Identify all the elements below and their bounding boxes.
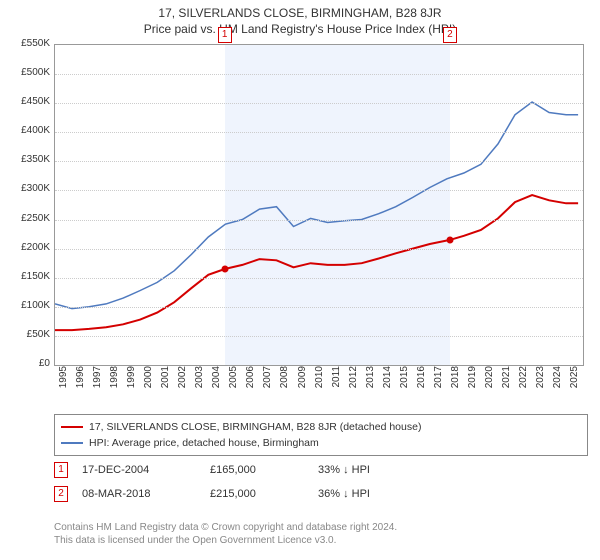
gridline: [55, 103, 583, 104]
x-tick-label: 2021: [501, 366, 512, 396]
x-tick-label: 2008: [279, 366, 290, 396]
x-tick-label: 2014: [382, 366, 393, 396]
x-tick-label: 2022: [518, 366, 529, 396]
x-tick-label: 1999: [126, 366, 137, 396]
x-tick-label: 2024: [552, 366, 563, 396]
page-subtitle: Price paid vs. HM Land Registry's House …: [0, 20, 600, 36]
x-tick-label: 1995: [58, 366, 69, 396]
sale-marker-dot: [446, 236, 453, 243]
x-tick-label: 2000: [143, 366, 154, 396]
y-tick-label: £200K: [0, 242, 50, 253]
x-tick-label: 2006: [245, 366, 256, 396]
chart: 12 £0 £50K £100K £150K £200K £250K £300K £350K £…: [0, 44, 600, 404]
gridline: [55, 249, 583, 250]
x-tick-label: 1996: [75, 366, 86, 396]
gridline: [55, 307, 583, 308]
x-tick-label: 2009: [297, 366, 308, 396]
legend-swatch: [61, 442, 83, 444]
gridline: [55, 132, 583, 133]
x-tick-label: 2005: [228, 366, 239, 396]
x-tick-label: 2001: [160, 366, 171, 396]
x-tick-label: 2011: [331, 366, 342, 396]
y-tick-label: £500K: [0, 67, 50, 78]
x-tick-label: 2015: [399, 366, 410, 396]
legend-item: 17, SILVERLANDS CLOSE, BIRMINGHAM, B28 8…: [61, 419, 581, 435]
sale-row-marker: 1: [54, 462, 68, 478]
legend-item: HPI: Average price, detached house, Birm…: [61, 435, 581, 451]
x-tick-label: 2012: [348, 366, 359, 396]
legend-swatch: [61, 426, 83, 428]
sale-row-marker: 2: [54, 486, 68, 502]
x-tick-label: 2025: [569, 366, 580, 396]
footer: Contains HM Land Registry data © Crown c…: [54, 522, 574, 547]
x-tick-label: 1998: [109, 366, 120, 396]
footer-line-2: This data is licensed under the Open Gov…: [54, 535, 574, 548]
x-tick-label: 2019: [467, 366, 478, 396]
x-tick-label: 2002: [177, 366, 188, 396]
page-title: 17, SILVERLANDS CLOSE, BIRMINGHAM, B28 8…: [0, 0, 600, 20]
gridline: [55, 278, 583, 279]
x-tick-label: 2004: [211, 366, 222, 396]
y-tick-label: £50K: [0, 329, 50, 340]
chart-lines: [55, 45, 583, 365]
x-tick-label: 2013: [365, 366, 376, 396]
x-tick-label: 2018: [450, 366, 461, 396]
y-tick-label: £550K: [0, 38, 50, 49]
y-tick-label: £350K: [0, 154, 50, 165]
legend-label: 17, SILVERLANDS CLOSE, BIRMINGHAM, B28 8…: [89, 421, 421, 433]
plot-area: 12: [54, 44, 584, 366]
legend: 17, SILVERLANDS CLOSE, BIRMINGHAM, B28 8…: [54, 414, 588, 456]
sale-marker-box: 2: [443, 27, 457, 43]
x-tick-label: 2017: [433, 366, 444, 396]
sale-price: £165,000: [210, 464, 318, 476]
x-tick-label: 2007: [262, 366, 273, 396]
legend-label: HPI: Average price, detached house, Birm…: [89, 437, 319, 449]
x-tick-label: 2016: [416, 366, 427, 396]
sale-row: 1 17-DEC-2004£165,00033% ↓ HPI: [54, 462, 574, 478]
y-tick-label: £400K: [0, 125, 50, 136]
y-tick-label: £100K: [0, 300, 50, 311]
x-tick-label: 2003: [194, 366, 205, 396]
sale-diff: 36% ↓ HPI: [318, 488, 446, 500]
sale-price: £215,000: [210, 488, 318, 500]
footer-line-1: Contains HM Land Registry data © Crown c…: [54, 522, 574, 535]
x-tick-label: 2010: [314, 366, 325, 396]
y-tick-label: £0: [0, 358, 50, 369]
sale-diff: 33% ↓ HPI: [318, 464, 446, 476]
gridline: [55, 190, 583, 191]
gridline: [55, 220, 583, 221]
gridline: [55, 74, 583, 75]
x-tick-label: 2020: [484, 366, 495, 396]
y-tick-label: £300K: [0, 183, 50, 194]
sale-marker-box: 1: [218, 27, 232, 43]
y-tick-label: £150K: [0, 271, 50, 282]
sale-date: 17-DEC-2004: [82, 464, 210, 476]
gridline: [55, 336, 583, 337]
x-tick-label: 1997: [92, 366, 103, 396]
y-tick-label: £450K: [0, 96, 50, 107]
sale-marker-dot: [221, 266, 228, 273]
gridline: [55, 161, 583, 162]
sale-row: 2 08-MAR-2018£215,00036% ↓ HPI: [54, 486, 574, 502]
series-property: [55, 195, 578, 330]
x-tick-label: 2023: [535, 366, 546, 396]
sale-date: 08-MAR-2018: [82, 488, 210, 500]
y-tick-label: £250K: [0, 213, 50, 224]
